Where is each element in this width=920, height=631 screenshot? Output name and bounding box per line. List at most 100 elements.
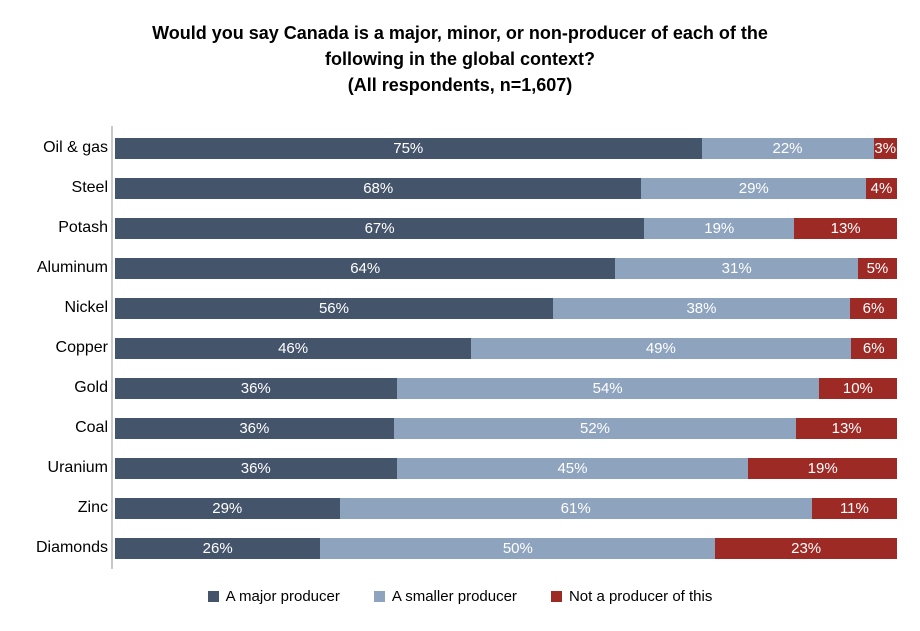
bar-value-label: 64% — [350, 259, 381, 277]
bar-value-label: 45% — [557, 459, 588, 477]
stacked-bar: 56% 38% 6% — [115, 297, 897, 319]
bar-segment: 49% — [471, 337, 851, 359]
bar-value-label: 61% — [560, 499, 591, 517]
stacked-bar: 75% 22% 3% — [115, 137, 897, 159]
bar-segment: 36% — [115, 377, 397, 399]
bar-segment: 46% — [115, 337, 472, 359]
bar-segment: 75% — [115, 137, 702, 159]
bar-value-label: 6% — [862, 339, 885, 357]
bar-segment: 29% — [641, 177, 867, 199]
bar-value-label: 36% — [240, 379, 271, 397]
bar-value-label: 26% — [202, 539, 233, 557]
chart-title: Would you say Canada is a major, minor, … — [0, 20, 920, 98]
legend-swatch-not-a-producer-icon — [550, 591, 562, 602]
bar-value-label: 56% — [318, 299, 349, 317]
chart-title-line1: Would you say Canada is a major, minor, … — [152, 23, 768, 43]
stacked-bar: 36% 52% 13% — [115, 417, 897, 439]
bar-segment: 11% — [811, 497, 897, 519]
category-label: Copper — [55, 339, 108, 356]
category-label: Uranium — [47, 459, 108, 476]
bar-value-label: 13% — [831, 419, 862, 437]
bar-value-label: 31% — [721, 259, 752, 277]
stacked-bar: 46% 49% 6% — [115, 337, 897, 359]
bar-segment: 36% — [115, 417, 394, 439]
bar-value-label: 50% — [502, 539, 533, 557]
category-label: Coal — [75, 419, 108, 436]
bar-value-label: 67% — [364, 219, 395, 237]
legend-item-major-producer: A major producer — [207, 588, 340, 605]
bar-segment: 36% — [115, 457, 397, 479]
legend-swatch-major-producer-icon — [207, 591, 219, 602]
bar-value-label: 6% — [862, 299, 885, 317]
bar-segment: 19% — [644, 217, 795, 239]
category-label: Oil & gas — [43, 139, 108, 156]
bar-segment: 6% — [850, 337, 897, 359]
category-label: Diamonds — [35, 539, 108, 556]
stacked-bar: 26% 50% 23% — [115, 537, 897, 559]
chart-row: Aluminum 64% 31% 5% — [0, 248, 897, 288]
bar-value-label: 46% — [278, 339, 309, 357]
bar-value-label: 13% — [830, 219, 861, 237]
bar-segment: 13% — [796, 417, 897, 439]
bar-value-label: 68% — [363, 179, 394, 197]
chart-row: Copper 46% 49% 6% — [0, 328, 897, 368]
bar-segment: 50% — [320, 537, 716, 559]
plot-area: Oil & gas 75% 22% 3% Steel 68% 29% 4% Potash 67% 1… — [0, 128, 897, 568]
chart-row: Coal 36% 52% 13% — [0, 408, 897, 448]
bar-segment: 3% — [873, 137, 897, 159]
chart-row: Gold 36% 54% 10% — [0, 368, 897, 408]
category-label: Potash — [58, 219, 108, 236]
bar-value-label: 49% — [645, 339, 676, 357]
legend-item-not-a-producer: Not a producer of this — [550, 588, 713, 605]
category-label: Aluminum — [36, 259, 108, 276]
bar-segment: 45% — [396, 457, 749, 479]
bar-segment: 64% — [115, 257, 616, 279]
y-axis-line — [111, 126, 113, 569]
stacked-bar: 29% 61% 11% — [115, 497, 897, 519]
bar-value-label: 29% — [212, 499, 243, 517]
legend-item-smaller-producer: A smaller producer — [373, 588, 517, 605]
chart-row: Uranium 36% 45% 19% — [0, 448, 897, 488]
bar-value-label: 19% — [807, 459, 838, 477]
bar-value-label: 19% — [704, 219, 735, 237]
chart-row: Diamonds 26% 50% 23% — [0, 528, 897, 568]
stacked-bar: 68% 29% 4% — [115, 177, 897, 199]
bar-segment: 52% — [393, 417, 797, 439]
legend: A major producer A smaller producer Not … — [0, 588, 920, 605]
category-label: Gold — [74, 379, 108, 396]
bar-value-label: 36% — [240, 459, 271, 477]
bar-value-label: 10% — [842, 379, 873, 397]
stacked-bar: 36% 54% 10% — [115, 377, 897, 399]
bar-value-label: 23% — [791, 539, 822, 557]
bar-segment: 23% — [715, 537, 897, 559]
bar-segment: 19% — [748, 457, 897, 479]
chart-row: Potash 67% 19% 13% — [0, 208, 897, 248]
bar-value-label: 75% — [393, 139, 424, 157]
bar-segment: 61% — [339, 497, 812, 519]
category-label: Zinc — [77, 499, 108, 516]
legend-label-not-a-producer: Not a producer of this — [568, 588, 713, 605]
chart-title-line3: (All respondents, n=1,607) — [347, 75, 573, 95]
bar-value-label: 29% — [738, 179, 769, 197]
legend-label-smaller-producer: A smaller producer — [391, 588, 517, 605]
bar-segment: 4% — [866, 177, 897, 199]
chart-row: Oil & gas 75% 22% 3% — [0, 128, 897, 168]
chart-title-line2: following in the global context? — [325, 49, 595, 69]
bar-segment: 38% — [552, 297, 851, 319]
bar-segment: 26% — [115, 537, 321, 559]
stacked-bar: 36% 45% 19% — [115, 457, 897, 479]
bar-segment: 6% — [850, 297, 897, 319]
bar-segment: 10% — [818, 377, 897, 399]
stacked-bar: 64% 31% 5% — [115, 257, 897, 279]
bar-segment: 22% — [701, 137, 874, 159]
bar-segment: 54% — [396, 377, 819, 399]
bar-value-label: 4% — [870, 179, 893, 197]
bar-segment: 56% — [115, 297, 553, 319]
bar-value-label: 22% — [772, 139, 803, 157]
chart-row: Steel 68% 29% 4% — [0, 168, 897, 208]
bar-segment: 5% — [857, 257, 897, 279]
bar-value-label: 38% — [686, 299, 717, 317]
legend-label-major-producer: A major producer — [225, 588, 340, 605]
bar-value-label: 5% — [866, 259, 889, 277]
